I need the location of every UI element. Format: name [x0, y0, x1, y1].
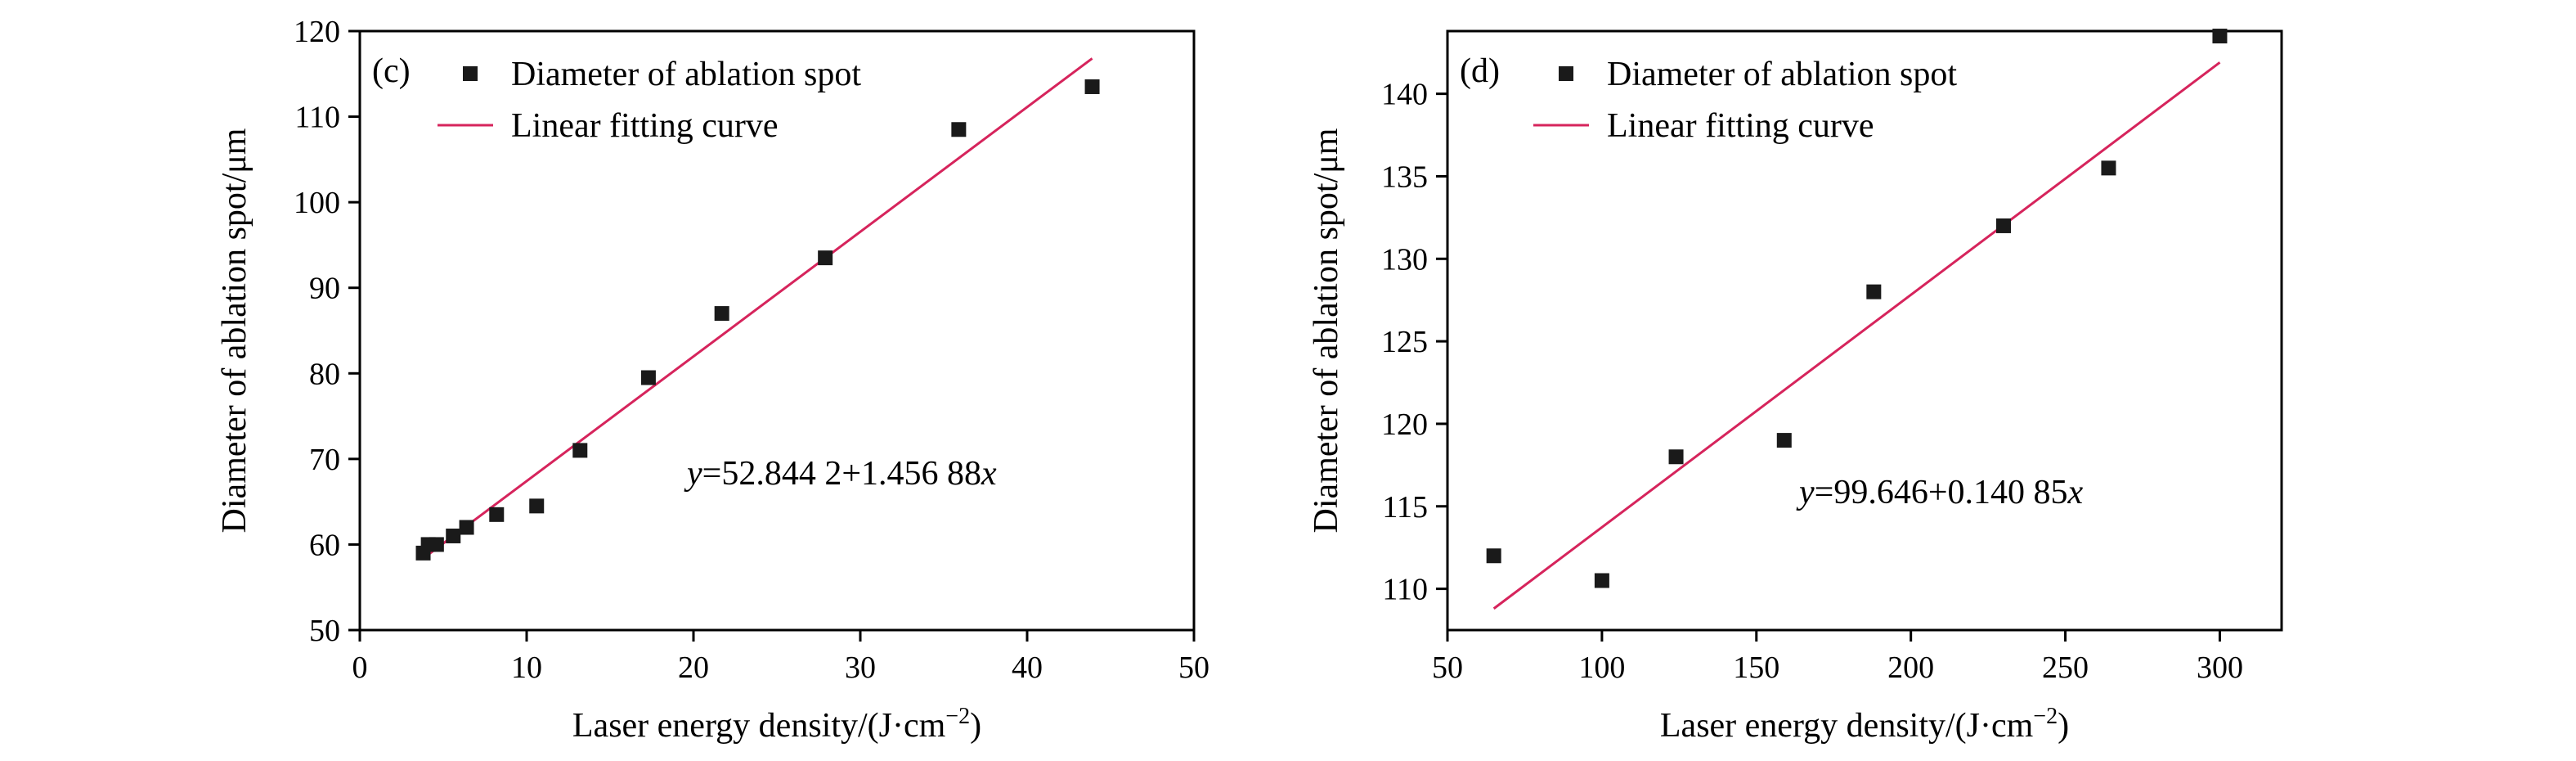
x-tick-label: 0	[352, 651, 368, 685]
y-tick-label: 125	[1381, 325, 1428, 359]
data-point	[529, 498, 545, 514]
data-point	[2212, 29, 2228, 44]
y-tick-label: 130	[1381, 242, 1428, 277]
fit-equation: y=52.844 2+1.456 88x	[684, 455, 997, 493]
x-tick-label: 50	[1178, 651, 1209, 685]
data-point	[1996, 218, 2011, 233]
fit-line	[1492, 61, 2221, 610]
data-point	[572, 443, 588, 458]
legend-label-diameter: Diameter of ablation spot	[1607, 56, 1957, 93]
data-point	[1594, 573, 1609, 588]
data-point	[714, 306, 729, 322]
x-tick-label: 30	[845, 651, 876, 685]
data-point	[640, 370, 656, 385]
y-tick-label: 70	[309, 443, 340, 477]
x-tick-label: 50	[1432, 651, 1463, 685]
y-tick-label: 60	[309, 528, 340, 562]
x-tick-label: 300	[2197, 651, 2243, 685]
y-tick-label: 50	[309, 614, 340, 648]
legend-marker-square	[1559, 66, 1573, 81]
y-tick-label: 90	[309, 272, 340, 306]
y-axis-title: Diameter of ablation spot/μm	[216, 128, 254, 533]
fit-line	[422, 57, 1093, 560]
data-point	[459, 520, 474, 535]
data-point	[429, 537, 444, 552]
y-tick-label: 110	[294, 101, 340, 135]
y-tick-label: 80	[309, 357, 340, 391]
x-tick-label: 250	[2042, 651, 2089, 685]
x-tick-label: 150	[1733, 651, 1779, 685]
data-point	[489, 507, 505, 522]
chart-panel-d: 50 100 150 200 250 300 110 115 120 125 130 135 140 La…	[1308, 29, 2283, 745]
x-axis-title: Laser energy density/(J·cm−2)	[1660, 704, 2069, 745]
data-point	[1668, 449, 1684, 465]
panel-label: (d)	[1460, 52, 1500, 90]
y-tick-label: 120	[1381, 408, 1428, 442]
data-point	[2101, 160, 2116, 176]
y-tick-label: 135	[1381, 160, 1428, 194]
data-point	[1486, 548, 1501, 564]
y-tick-label: 115	[1382, 490, 1428, 525]
data-point	[446, 528, 461, 543]
plot-frame	[1446, 29, 2283, 632]
legend-label-diameter: Diameter of ablation spot	[511, 56, 861, 93]
panel-label: (c)	[372, 52, 411, 90]
y-tick-label: 100	[294, 186, 340, 220]
legend-label-fit: Linear fitting curve	[511, 107, 779, 145]
data-point	[1084, 79, 1100, 94]
fit-equation: y=99.646+0.140 85x	[1796, 474, 2084, 511]
x-tick-label: 40	[1012, 651, 1043, 685]
data-point	[1866, 284, 1882, 299]
data-point	[951, 122, 967, 137]
plot-frame	[358, 29, 1196, 632]
y-tick-label: 110	[1382, 573, 1428, 607]
y-tick-label: 140	[1381, 78, 1428, 112]
chart-panel-c: 0 10 20 30 40 50 50 60 70 80 90 100 110 120 Laser ener…	[216, 15, 1209, 745]
y-tick-label: 120	[294, 15, 340, 49]
data-point	[1776, 433, 1792, 448]
y-axis-title: Diameter of ablation spot/μm	[1308, 128, 1345, 533]
x-tick-label: 100	[1578, 651, 1625, 685]
data-point	[818, 250, 833, 266]
x-axis-title: Laser energy density/(J·cm−2)	[572, 704, 981, 745]
legend-label-fit: Linear fitting curve	[1607, 107, 1874, 145]
x-tick-label: 20	[678, 651, 709, 685]
x-tick-label: 200	[1887, 651, 1934, 685]
legend-marker-square	[463, 66, 478, 81]
x-tick-label: 10	[511, 651, 542, 685]
